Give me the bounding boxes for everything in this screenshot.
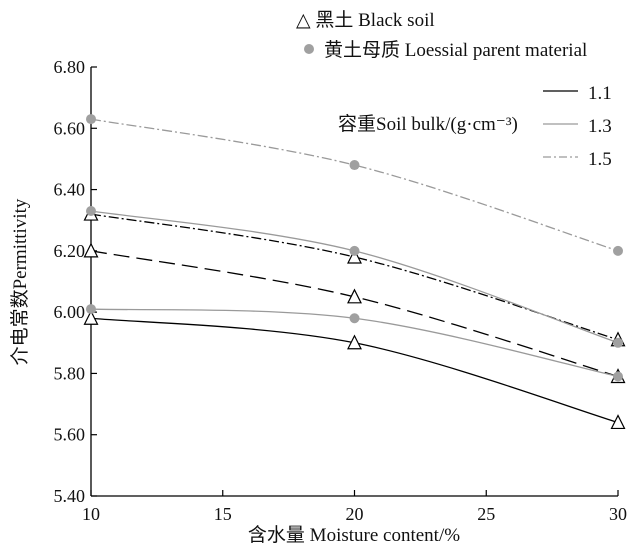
- dot-marker-icon: [349, 160, 360, 171]
- ticks: 10 15 20 25 30 5.40 5.60 5.80 6.00 6.20 6.40 6.60 6.…: [54, 57, 628, 524]
- triangle-marker-icon: [83, 242, 99, 258]
- x-tick-label: 15: [214, 504, 232, 524]
- y-tick-label: 6.20: [54, 241, 86, 261]
- dot-marker-icon: [86, 114, 96, 125]
- triangle-marker-icon: [347, 334, 362, 350]
- triangle-marker-icon: [83, 309, 99, 325]
- dot-marker-icon: [613, 245, 623, 256]
- dot-marker-icon: [86, 304, 96, 315]
- y-tick-label: 5.60: [54, 425, 86, 445]
- legend-label-1-3: 1.3: [588, 116, 612, 137]
- triangle-marker-icon: [347, 288, 362, 304]
- x-axis-label: 含水量 Moisture content/%: [248, 524, 460, 546]
- legend-bulk-title: 容重Soil bulk/(g·cm⁻³): [338, 113, 518, 135]
- x-tick-label: 25: [477, 504, 495, 524]
- legend-label-1-1: 1.1: [588, 83, 612, 104]
- dot-marker-icon: [349, 245, 360, 256]
- legend-black-soil: △ 黑土 Black soil: [296, 9, 435, 31]
- dot-marker-icon: [613, 371, 623, 382]
- triangle-marker-icon: [347, 248, 362, 264]
- marker-legend: △ 黑土 Black soil 黄土母质 Loessial parent mat…: [296, 9, 587, 61]
- dot-marker-icon: [613, 337, 623, 348]
- y-tick-label: 5.80: [54, 363, 86, 383]
- x-tick-label: 10: [82, 504, 100, 524]
- y-tick-label: 5.40: [54, 486, 86, 506]
- y-tick-label: 6.80: [54, 57, 86, 77]
- dot-marker-icon: [349, 313, 360, 324]
- y-tick-label: 6.60: [54, 118, 86, 138]
- markers: [83, 114, 626, 430]
- y-tick-label: 6.00: [54, 302, 86, 322]
- series-black-1-1: [90, 317, 619, 424]
- x-tick-label: 20: [346, 504, 364, 524]
- x-tick-label: 30: [609, 504, 627, 524]
- y-tick-label: 6.40: [54, 180, 86, 200]
- dot-marker-icon: [86, 206, 96, 217]
- triangle-marker-icon: [610, 414, 626, 430]
- y-axis-label: 介电常数Permittivity: [9, 198, 31, 365]
- legend-loessial: 黄土母质 Loessial parent material: [324, 39, 587, 61]
- line-legend: 1.1 1.3 1.5 容重Soil bulk/(g·cm⁻³): [338, 83, 612, 170]
- legend-gray-dot-icon: [304, 44, 314, 54]
- series-loess-1-5: [90, 118, 619, 252]
- legend-label-1-5: 1.5: [588, 149, 612, 170]
